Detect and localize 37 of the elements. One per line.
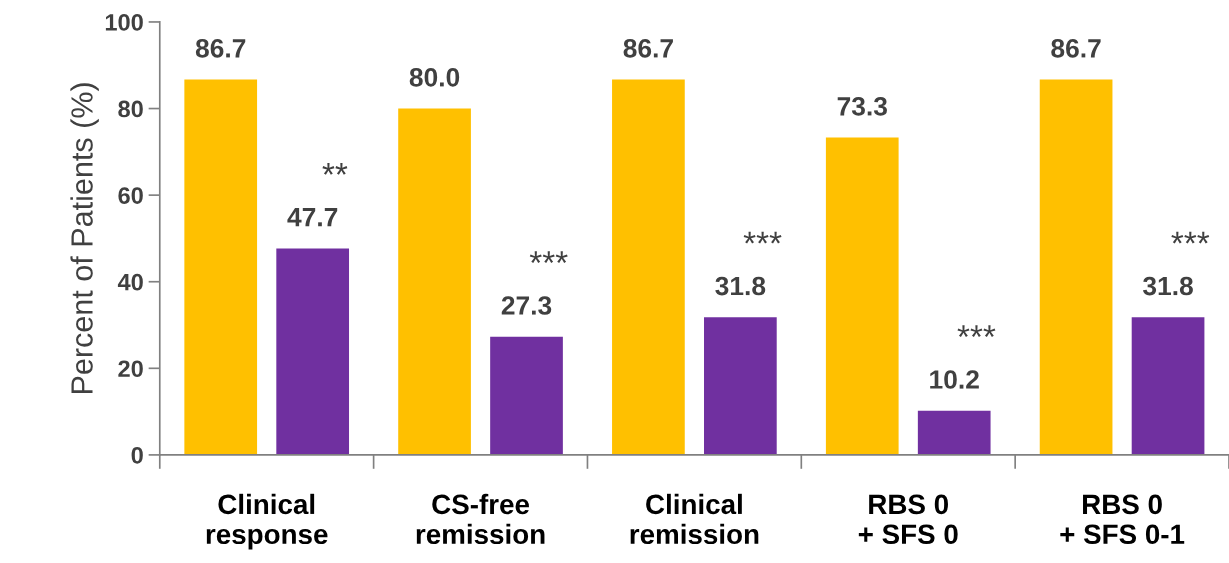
bar <box>825 137 899 455</box>
data-label: 86.7 <box>623 38 673 58</box>
x-tick-label: Clinical response <box>206 493 328 550</box>
y-axis-title: Percent of Patients (%) <box>70 83 99 394</box>
x-tick-label: RBS 0 + SFS 0-1 <box>1060 494 1185 545</box>
data-label: 73.3 <box>837 96 887 116</box>
bar <box>1131 317 1205 455</box>
data-label: 31.8 <box>715 276 766 296</box>
annotation: *** <box>529 251 568 264</box>
annotation: *** <box>1171 231 1210 244</box>
data-label: 86.7 <box>1051 38 1101 58</box>
y-tick-label: 60 <box>118 187 143 204</box>
bar <box>276 248 350 455</box>
bar <box>184 79 258 455</box>
bar <box>917 410 991 455</box>
x-tick-label: CS-free remission <box>416 493 545 545</box>
data-label: 31.8 <box>1142 276 1193 296</box>
data-label: 27.3 <box>501 296 552 315</box>
y-tick-label: 0 <box>131 446 143 464</box>
annotation: *** <box>957 325 996 338</box>
bar <box>490 336 563 455</box>
data-label: 80.0 <box>409 67 460 87</box>
bar <box>704 317 777 455</box>
x-tick-label: RBS 0 + SFS 0 <box>858 494 958 545</box>
bar <box>612 79 685 455</box>
annotation: *** <box>743 231 782 244</box>
y-tick-label: 80 <box>118 100 143 118</box>
data-label: 47.7 <box>287 208 338 227</box>
data-label: 10.2 <box>930 370 979 389</box>
y-tick-label: 20 <box>118 360 143 378</box>
x-tick-label: Clinical remission <box>630 493 759 545</box>
y-tick-label: 40 <box>117 273 143 291</box>
y-tick-label: 100 <box>105 14 143 31</box>
bar <box>1039 79 1113 455</box>
bar <box>398 108 471 455</box>
data-label: 86.7 <box>195 38 246 58</box>
annotation: ** <box>322 162 348 175</box>
